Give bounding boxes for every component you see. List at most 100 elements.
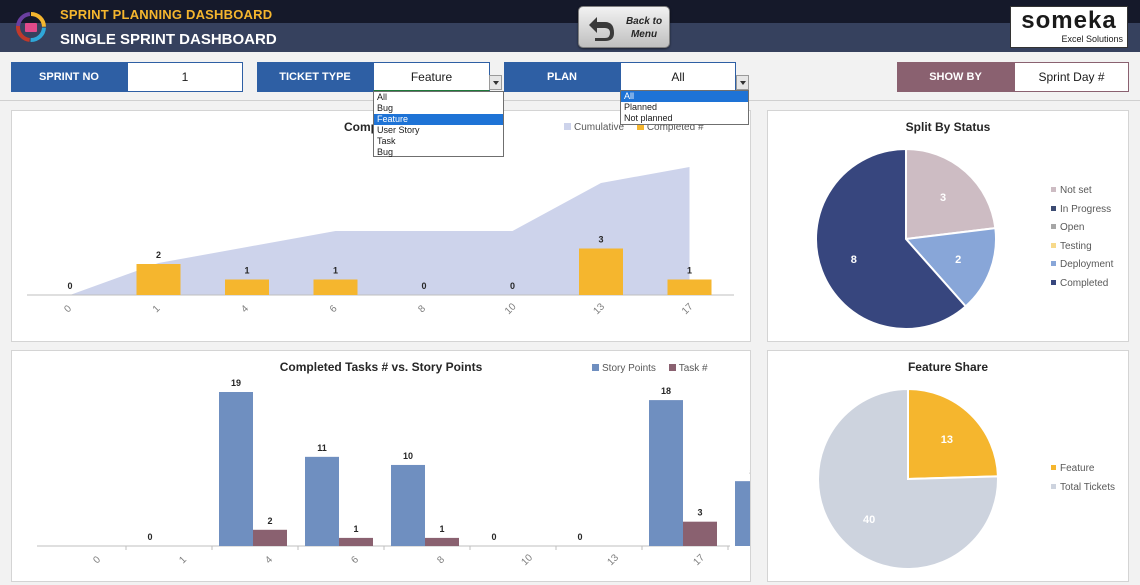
completed-bar [313, 279, 358, 295]
completed-data-label: 0 [510, 281, 515, 291]
x-tick-label: 1 [177, 554, 189, 566]
task-bar [253, 529, 287, 546]
pie-legend-label: Not set [1060, 185, 1092, 196]
back-button-line1: Back to [625, 16, 663, 27]
legend-swatch [1051, 224, 1056, 229]
ticket-type-option[interactable]: Task [377, 136, 396, 146]
legend-story-points: Story Points [592, 363, 656, 374]
legend-swatch [636, 123, 644, 130]
completed-data-label: 0 [421, 281, 426, 291]
brand-tagline: Excel Solutions [1061, 34, 1123, 44]
back-arrow-icon [589, 17, 614, 41]
x-tick-label: 8 [416, 303, 428, 315]
story-points-data-label: 0 [147, 532, 152, 542]
ticket-type-options-list[interactable]: All Bug Feature User Story Task Bug [373, 91, 504, 157]
legend-cumulative: Cumulative [564, 122, 624, 133]
show-by-label: SHOW BY [897, 62, 1014, 92]
ticket-type-dropdown-arrow-icon[interactable] [489, 75, 502, 90]
story-points-data-label: 0 [491, 532, 496, 542]
legend-completed-label: Completed # [646, 122, 704, 133]
legend-swatch [592, 364, 599, 371]
sprint-no-label: SPRINT NO [11, 62, 127, 92]
completed-data-label: 2 [156, 250, 161, 260]
pie-slice [905, 147, 997, 241]
pie-legend-label: Testing [1060, 240, 1092, 252]
show-by-field[interactable]: Sprint Day # [1014, 62, 1129, 92]
pie-slice [815, 147, 968, 330]
task-data-label: 3 [697, 508, 702, 518]
task-data-label: 1 [439, 524, 444, 534]
ticket-type-option[interactable]: All [377, 92, 388, 102]
brand-logo: someka Excel Solutions [1010, 6, 1128, 48]
x-tick-label: 0 [91, 554, 103, 566]
ticket-type-option[interactable]: Feature [374, 114, 503, 125]
story-points-bar [735, 481, 750, 546]
completed-chart: 0 0 2 1 1 4 1 6 0 8 0 10 3 13 1 17 [27, 167, 734, 317]
back-to-menu-button[interactable]: Back to Menu [578, 6, 670, 48]
legend-swatch [1051, 483, 1056, 489]
completed-data-label: 3 [598, 235, 603, 245]
tasks-chart: 0019211114101608010183138117 [37, 378, 750, 568]
legend-swatch [1051, 187, 1056, 192]
story-points-data-label: 18 [661, 386, 671, 396]
task-bar [683, 521, 717, 546]
story-points-bar [649, 400, 683, 546]
x-tick-label: 13 [591, 301, 607, 317]
pie-legend-item: Total Tickets [1051, 482, 1115, 501]
legend-task-label: Task # [678, 363, 708, 374]
pie-legend-item: Open [1051, 222, 1113, 241]
pie-legend-label: Total Tickets [1060, 481, 1116, 493]
feature-pie-card: Feature Share 13 40 Feature Total Tickets [767, 350, 1129, 582]
brand-name: someka [1021, 7, 1117, 34]
plan-options-list[interactable]: All Planned Not planned [620, 90, 749, 125]
x-tick-label: 1 [151, 303, 163, 315]
pie-data-label: 40 [863, 514, 875, 526]
story-points-bar [305, 456, 339, 546]
pie-data-label: 13 [941, 434, 953, 446]
back-button-line2: Menu [630, 29, 658, 40]
status-pie-legend: Not set In Progress Open Testing Deployment C… [1051, 185, 1113, 296]
story-points-bar [391, 464, 425, 546]
plan-option[interactable]: Not planned [624, 113, 673, 123]
story-points-data-label: 8 [749, 467, 750, 477]
legend-swatch [1051, 205, 1056, 211]
pie-legend-item: Completed [1051, 278, 1113, 297]
completed-data-label: 1 [244, 266, 249, 276]
ticket-type-select[interactable]: Feature [373, 62, 490, 92]
story-points-data-label: 11 [317, 443, 327, 453]
pie-legend-item: Feature [1051, 463, 1115, 482]
plan-option[interactable]: Planned [624, 102, 658, 112]
task-bar [339, 537, 373, 546]
completed-data-label: 1 [687, 266, 692, 276]
pie-legend-item: Deployment [1051, 259, 1113, 278]
story-points-data-label: 19 [231, 378, 241, 388]
sprint-no-field[interactable]: 1 [127, 62, 243, 92]
ticket-type-option[interactable]: User Story [377, 125, 420, 135]
pie-legend-label: Open [1060, 222, 1085, 233]
pie-legend-label: Completed [1060, 277, 1109, 289]
story-points-data-label: 10 [403, 451, 413, 461]
plan-label: PLAN [504, 62, 620, 92]
feature-pie-chart: 13 40 [817, 387, 999, 570]
tasks-chart-title: Completed Tasks # vs. Story Points [279, 360, 483, 374]
plan-select[interactable]: All [620, 62, 736, 92]
completed-data-label: 0 [67, 281, 72, 291]
ticket-type-option[interactable]: Bug [377, 103, 394, 113]
back-button-label: Back to Menu [619, 15, 669, 41]
x-tick-label: 6 [349, 554, 361, 566]
pie-data-label: 8 [851, 254, 857, 266]
plan-option[interactable]: All [621, 91, 748, 102]
completed-bar [225, 279, 269, 295]
x-tick-label: 4 [263, 554, 275, 566]
x-tick-label: 17 [680, 301, 696, 317]
pie-slice [903, 227, 997, 308]
filter-divider [0, 100, 1140, 101]
x-tick-label: 10 [503, 301, 519, 317]
ticket-type-option[interactable]: Bug [377, 147, 394, 157]
pie-slice [817, 387, 999, 570]
header-bar: SPRINT PLANNING DASHBOARD SINGLE SPRINT … [0, 0, 1140, 52]
plan-dropdown-arrow-icon[interactable] [736, 75, 749, 90]
x-tick-label: 6 [328, 303, 340, 315]
legend-swatch [1051, 261, 1056, 266]
